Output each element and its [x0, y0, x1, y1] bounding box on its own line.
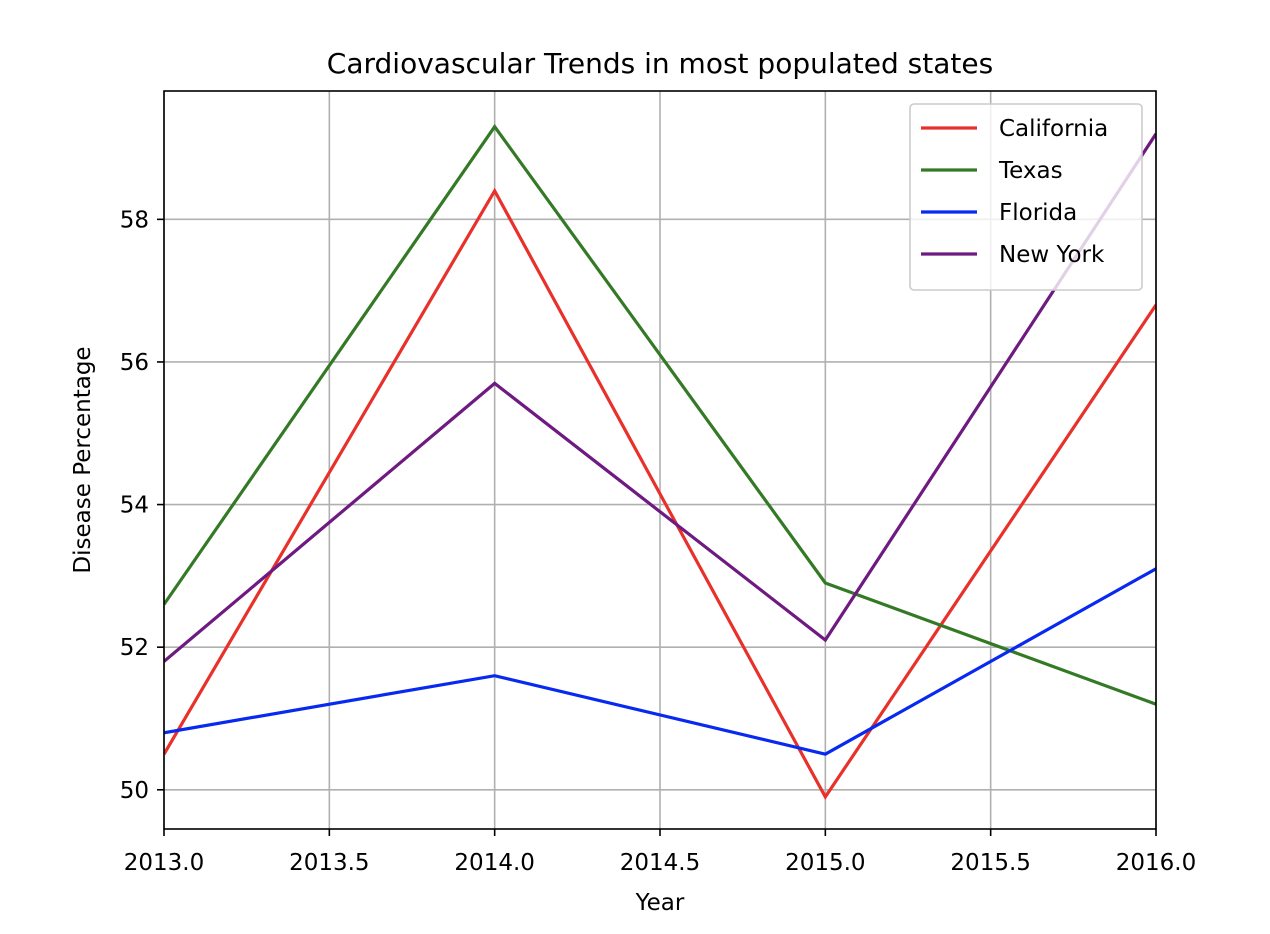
x-axis-ticks: 2013.0 2013.5 2014.0 2014.5 2015.0 2015.5 2016… [124, 829, 1196, 876]
y-tick-label-2: 54 [120, 493, 149, 519]
x-tick-label-0: 2013.0 [124, 850, 204, 876]
x-tick-label-6: 2016.0 [1116, 850, 1196, 876]
y-axis-label: Disease Percentage [70, 346, 96, 573]
legend-label-new-york: New York [999, 242, 1105, 268]
x-tick-label-5: 2015.5 [950, 850, 1030, 876]
series-line-new-york [164, 132, 1156, 663]
legend-label-california: California [999, 116, 1108, 142]
legend-box [909, 103, 1143, 291]
y-tick-label-4: 58 [120, 207, 149, 233]
series-line-california [164, 187, 1156, 800]
legend: California Texas Florida New York [909, 103, 1143, 291]
y-tick-label-3: 56 [120, 350, 149, 376]
y-tick-label-1: 52 [120, 635, 149, 661]
series-lines [164, 123, 1156, 800]
legend-label-texas: Texas [998, 158, 1063, 184]
series-line-texas [164, 123, 1156, 706]
y-axis-ticks: 50 52 54 56 58 [120, 207, 164, 804]
y-tick-label-0: 50 [120, 778, 149, 804]
x-tick-label-2: 2014.0 [454, 850, 534, 876]
chart-title: Cardiovascular Trends in most populated … [327, 47, 993, 80]
x-tick-label-4: 2015.0 [785, 850, 865, 876]
legend-label-florida: Florida [999, 200, 1077, 226]
x-tick-label-1: 2013.5 [289, 850, 369, 876]
x-tick-label-3: 2014.5 [620, 850, 700, 876]
x-axis-label: Year [635, 890, 685, 916]
series-line-florida [164, 567, 1156, 756]
